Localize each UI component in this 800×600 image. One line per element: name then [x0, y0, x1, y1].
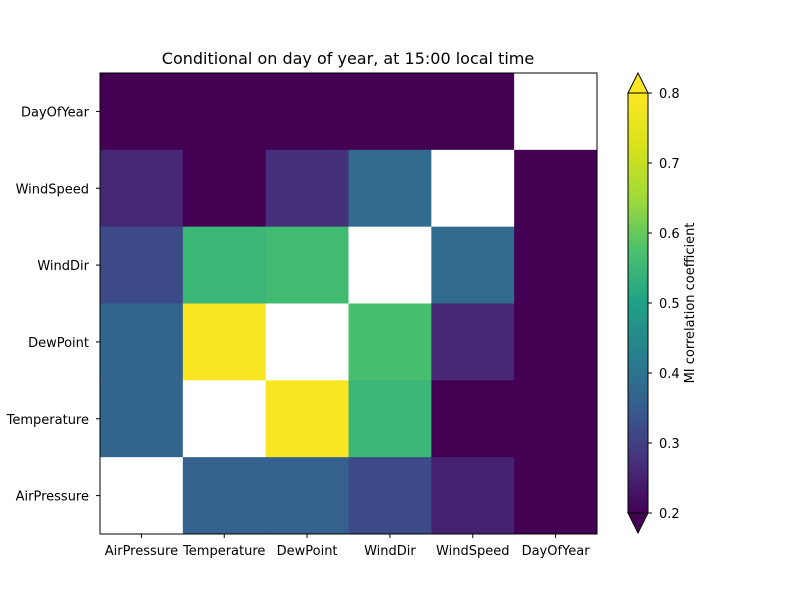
heatmap-cell	[182, 380, 267, 458]
heatmap-cell	[265, 73, 349, 151]
y-axis: DayOfYear WindSpeed WindDir DewPoint Tempera…	[6, 105, 100, 505]
heatmap-cell	[514, 303, 598, 381]
colorbar-label: MI correlation coefficient	[683, 223, 698, 384]
heatmap-cell	[431, 457, 515, 535]
heatmap-cell	[182, 149, 267, 228]
heatmap-cell	[431, 303, 515, 381]
y-tick-label: DayOfYear	[21, 105, 90, 120]
x-tick-label: AirPressure	[105, 544, 178, 559]
heatmap-cell	[265, 226, 349, 304]
heatmap-cell	[182, 226, 267, 304]
heatmap-cell	[514, 149, 598, 228]
y-tick-label: Temperature	[6, 413, 89, 428]
heatmap-cell	[265, 457, 349, 535]
heatmap-cell	[265, 380, 349, 458]
colorbar-tick-label: 0.2	[659, 507, 680, 522]
heatmap-cells	[100, 73, 598, 535]
heatmap-cell	[348, 303, 432, 381]
heatmap-cell	[100, 73, 184, 151]
y-tick-label: DewPoint	[28, 336, 89, 351]
heatmap-cell	[182, 73, 267, 151]
heatmap-cell	[514, 380, 598, 458]
heatmap-cell	[182, 457, 267, 535]
heatmap-cell	[265, 149, 349, 228]
heatmap-cell	[514, 226, 598, 304]
heatmap-cell	[514, 457, 598, 535]
colorbar-tick-label: 0.3	[659, 437, 680, 452]
x-axis: AirPressure Temperature DewPoint WindDir Win…	[105, 534, 591, 559]
heatmap-cell	[431, 73, 515, 151]
x-tick-label: WindDir	[364, 544, 416, 559]
heatmap-cell	[348, 73, 432, 151]
heatmap-cell	[431, 149, 515, 228]
colorbar-tick-label: 0.5	[659, 297, 680, 312]
heatmap-cell	[100, 303, 184, 381]
colorbar-tick-label: 0.4	[659, 367, 680, 382]
heatmap-cell	[100, 380, 184, 458]
colorbar-gradient	[628, 93, 648, 513]
y-tick-label: WindDir	[37, 259, 89, 274]
colorbar: 0.2 0.3 0.4 0.5 0.6 0.7 0.8 MI correlation coe…	[627, 71, 698, 535]
plot-frame	[99, 72, 598, 535]
x-tick-label: Temperature	[182, 544, 265, 559]
colorbar-extend-min	[627, 512, 649, 535]
colorbar-tick-label: 0.6	[659, 227, 680, 242]
colorbar-tick-label: 0.8	[659, 87, 680, 102]
heatmap-cell	[100, 149, 184, 228]
x-tick-label: DewPoint	[277, 544, 338, 559]
heatmap-cell	[348, 149, 432, 228]
heatmap-cell	[265, 303, 349, 381]
chart-title: Conditional on day of year, at 15:00 loc…	[162, 49, 534, 68]
x-tick-label: DayOfYear	[522, 544, 591, 559]
y-tick-label: WindSpeed	[16, 182, 89, 197]
heatmap-cell	[348, 226, 432, 304]
heatmap-cell	[348, 457, 432, 535]
x-tick-label: WindSpeed	[436, 544, 509, 559]
heatmap-cell	[348, 380, 432, 458]
colorbar-extend-max	[627, 71, 649, 94]
heatmap-cell	[100, 226, 184, 304]
heatmap-cell	[100, 457, 184, 535]
y-tick-label: AirPressure	[16, 490, 89, 505]
heatmap-cell	[431, 380, 515, 458]
heatmap-cell	[431, 226, 515, 304]
heatmap-cell	[182, 303, 267, 381]
colorbar-tick-label: 0.7	[659, 157, 680, 172]
heatmap-cell	[514, 73, 598, 151]
